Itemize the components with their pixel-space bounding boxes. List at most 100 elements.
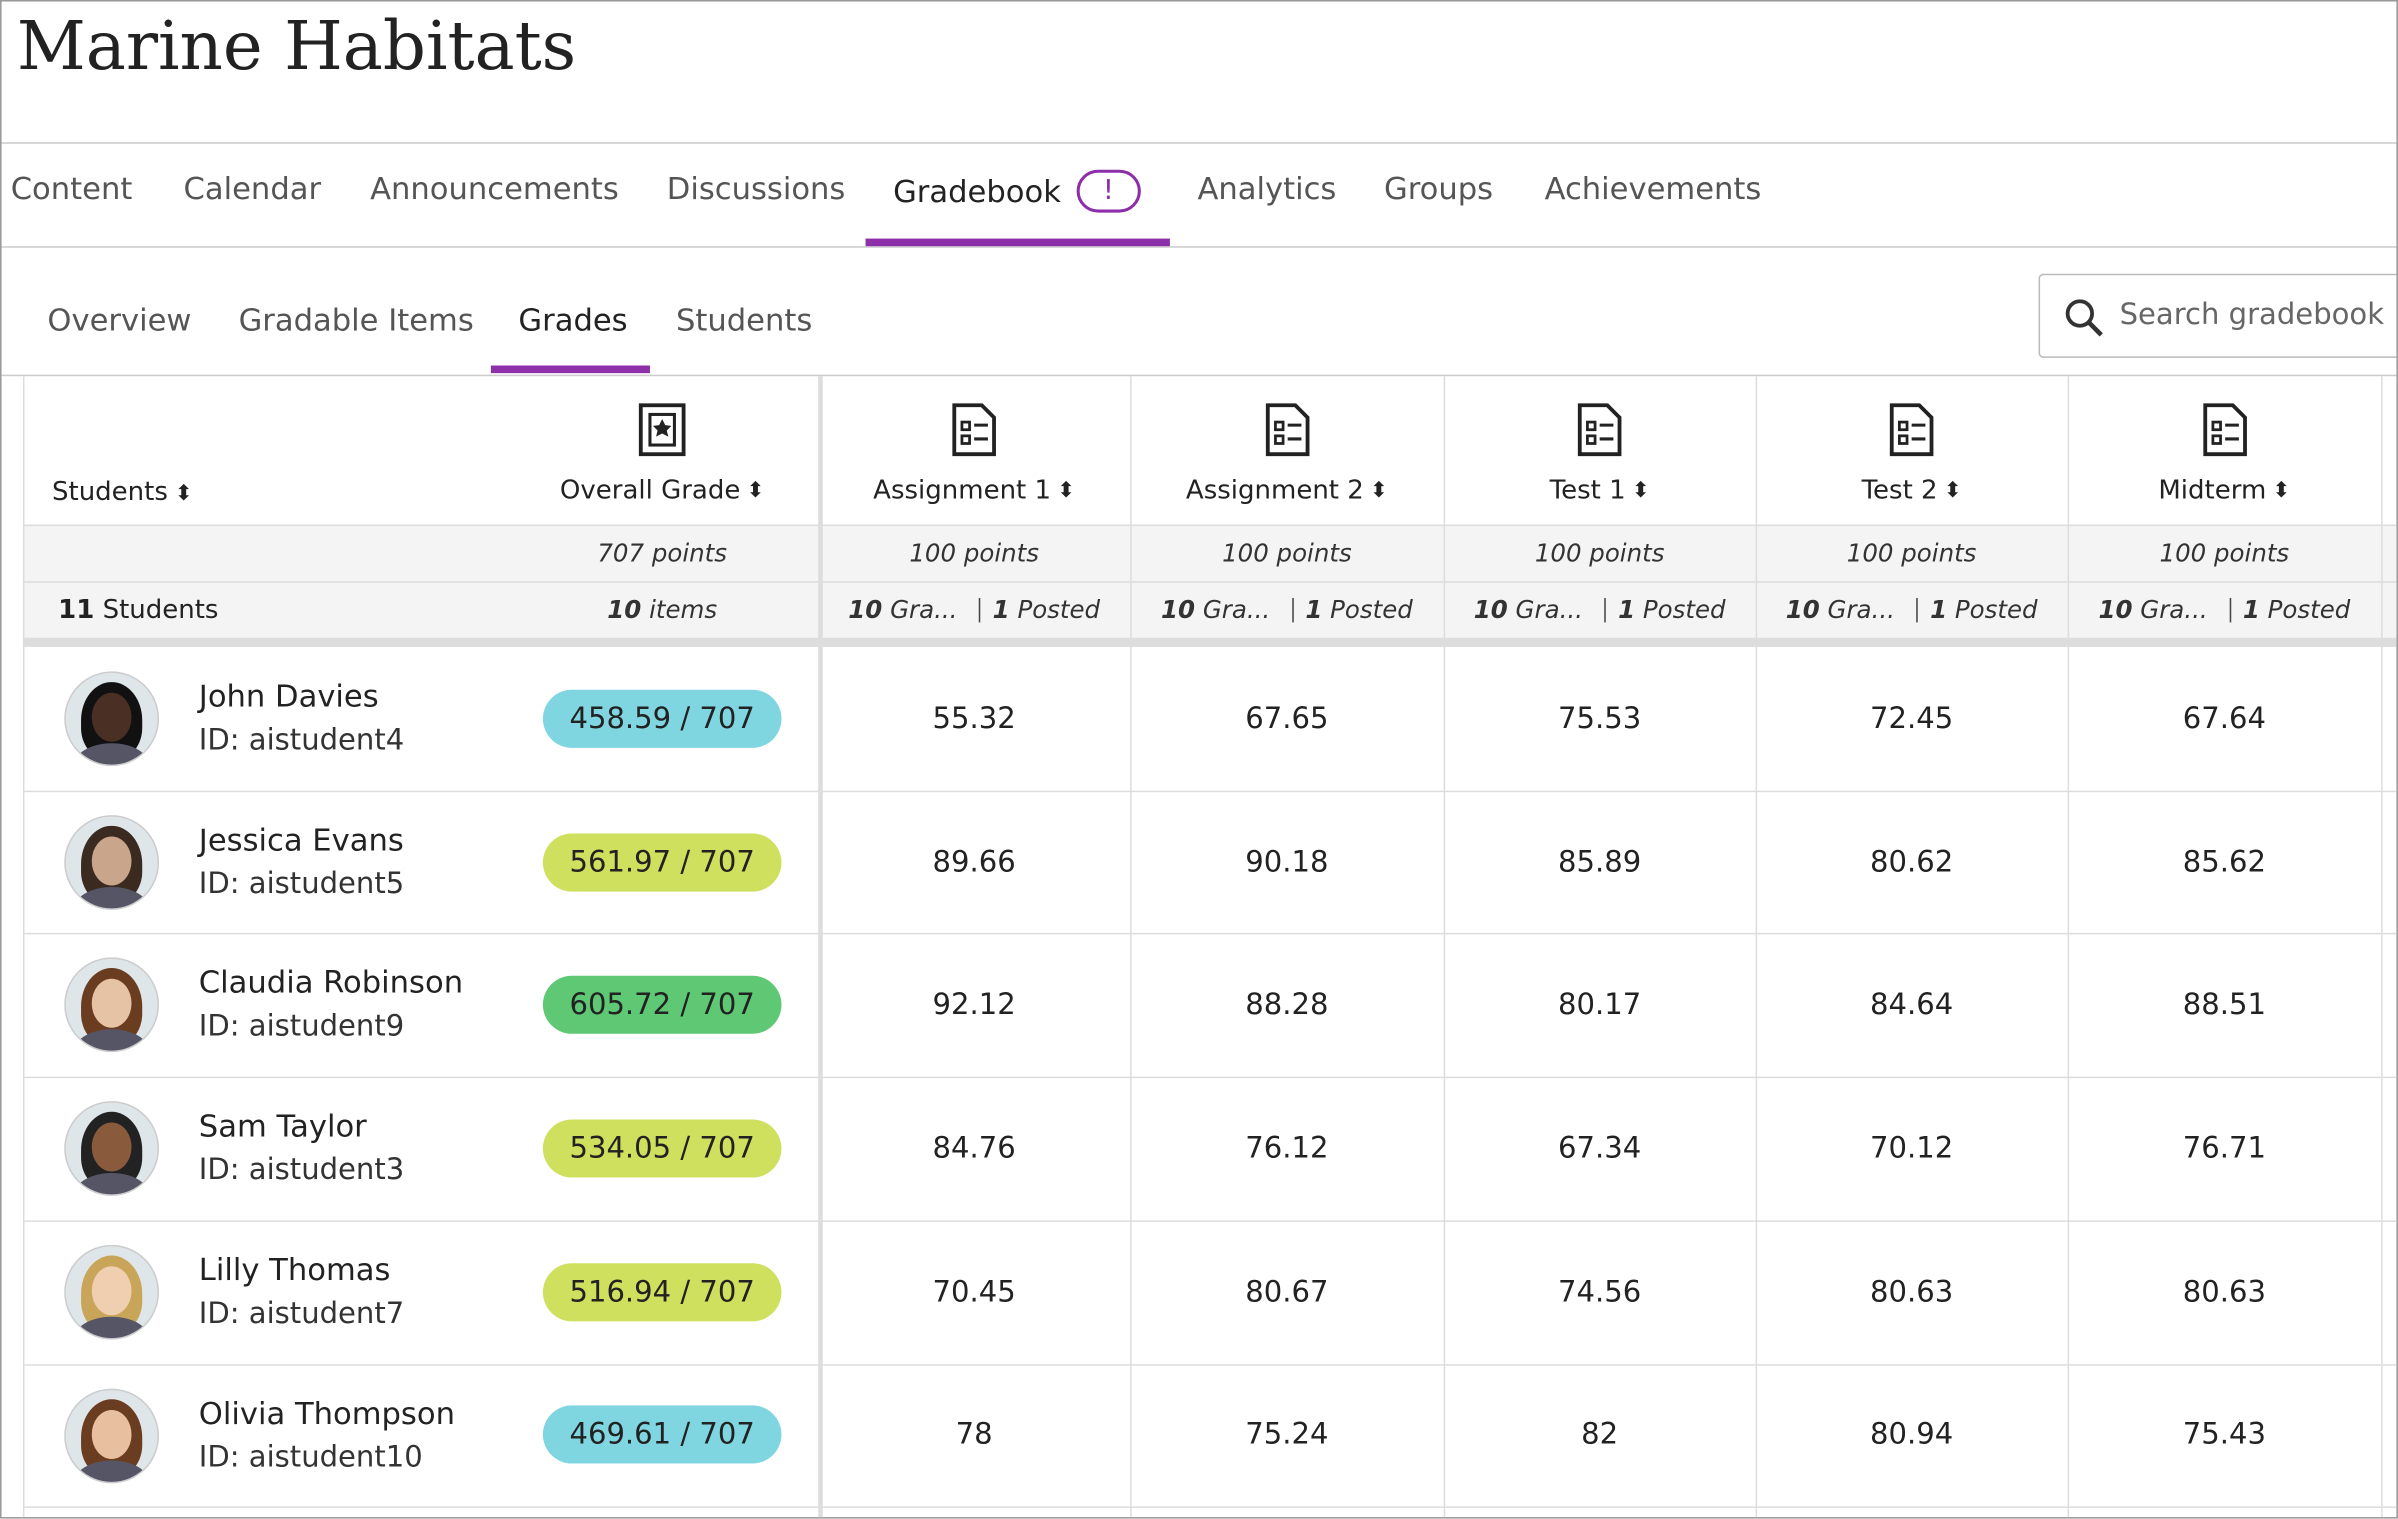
- overall-grade[interactable]: 534.05 / 707: [543, 1119, 781, 1178]
- student-id: ID: aistudent4: [198, 723, 405, 758]
- score: 67.64: [2182, 701, 2266, 736]
- student-name[interactable]: John Davies: [198, 677, 379, 715]
- score: 67.65: [1245, 701, 1329, 736]
- subnav-tab[interactable]: Overview: [47, 301, 192, 338]
- posted-count: 1: [1305, 594, 1323, 624]
- nav-tab[interactable]: Calendar: [184, 170, 322, 207]
- divider: [1, 142, 2397, 144]
- score: 70.45: [932, 1274, 1016, 1309]
- overall-cell: 534.05 / 707: [506, 1077, 818, 1220]
- avatar-face: [91, 1122, 132, 1172]
- score: 76.12: [1245, 1131, 1329, 1166]
- count: 11: [58, 594, 95, 626]
- nav-tab-label: Announcements: [370, 169, 619, 207]
- points-total: 100 points: [909, 538, 1039, 568]
- student-id: ID: aistudent10: [198, 1439, 423, 1474]
- avatar-face: [91, 1409, 132, 1459]
- column-header[interactable]: Assignment 2 ⬍: [1130, 460, 1444, 521]
- score: 74.56: [1558, 1274, 1642, 1309]
- sort-icon: ⬍: [1057, 478, 1076, 504]
- score: 78: [955, 1418, 993, 1452]
- overall-grade[interactable]: 561.97 / 707: [543, 832, 781, 891]
- grid-line: [22, 790, 2397, 792]
- search-icon: [2065, 299, 2103, 337]
- separator: [1291, 597, 1294, 622]
- overall-grade[interactable]: 458.59 / 707: [543, 689, 781, 748]
- student-name[interactable]: Claudia Robinson: [198, 964, 464, 1001]
- avatar-body: [73, 886, 150, 908]
- grid-line: [22, 524, 2397, 527]
- student-id: ID: aistudent9: [198, 1009, 405, 1044]
- item-count: 10 items: [506, 581, 818, 638]
- avatar: [64, 957, 160, 1053]
- sort-icon: ⬍: [746, 478, 765, 504]
- grid-line: [22, 1076, 2397, 1079]
- posted-label: Posted: [1642, 594, 1726, 624]
- nav-tab[interactable]: Gradebook!: [893, 169, 1141, 213]
- posted-label: Posted: [1330, 594, 1413, 624]
- divider: [1, 374, 2397, 377]
- student-name[interactable]: Lilly Thomas: [198, 1250, 391, 1288]
- graded-count: 10: [848, 594, 883, 624]
- column-header[interactable]: Students ⬍: [52, 477, 193, 508]
- nav-tab[interactable]: Discussions: [667, 170, 846, 207]
- nav-tab[interactable]: Analytics: [1197, 170, 1336, 207]
- avatar-body: [73, 1029, 150, 1052]
- score: 76.71: [2182, 1131, 2266, 1166]
- item-status: 10 Gra... 1 Posted: [1130, 581, 1444, 638]
- column-label: Overall Grade: [559, 475, 741, 507]
- overall-grade[interactable]: 469.61 / 707: [543, 1405, 781, 1465]
- student-id: ID: aistudent7: [198, 1296, 405, 1331]
- posted-count: 1: [1618, 594, 1636, 624]
- subnav-tab[interactable]: Grades: [518, 301, 628, 338]
- column-header[interactable]: Test 1 ⬍: [1444, 460, 1756, 521]
- overall-grade[interactable]: 516.94 / 707: [543, 1262, 781, 1321]
- item-status: 10 Gra... 1 Posted: [1756, 581, 2068, 638]
- student-id: ID: aistudent3: [198, 1153, 405, 1187]
- overall-cell: 469.61 / 707: [506, 1363, 818, 1506]
- subnav-tab[interactable]: Gradable Items: [238, 301, 474, 338]
- nav-tab[interactable]: Announcements: [370, 170, 619, 207]
- column-header[interactable]: Test 2 ⬍: [1756, 460, 2068, 521]
- score: 80.62: [1870, 844, 1954, 879]
- column-icon: [1577, 403, 1622, 457]
- separator: [2229, 597, 2231, 622]
- count-label: Students: [102, 594, 219, 626]
- nav-tab[interactable]: Groups: [1384, 170, 1493, 207]
- column-label: Midterm: [2158, 475, 2267, 507]
- grid-line: [22, 1363, 2397, 1365]
- sort-icon: ⬍: [1369, 478, 1388, 504]
- overall-cell: 605.72 / 707: [506, 933, 818, 1076]
- column-header[interactable]: Overall Grade ⬍: [506, 460, 818, 521]
- grid-line: [1755, 376, 1758, 1518]
- score: 55.32: [932, 701, 1016, 736]
- score: 88.28: [1245, 988, 1329, 1022]
- column-header[interactable]: Assignment 1 ⬍: [818, 460, 1130, 521]
- overall-grade[interactable]: 605.72 / 707: [543, 976, 781, 1035]
- avatar-body: [73, 1173, 150, 1195]
- score: 85.62: [2182, 844, 2266, 879]
- graded-label: Gra...: [2140, 594, 2208, 624]
- nav-tab[interactable]: Achievements: [1545, 170, 1762, 207]
- grid-line: [1443, 376, 1446, 1518]
- column-label: Test 2: [1861, 475, 1938, 507]
- student-name[interactable]: Sam Taylor: [198, 1107, 367, 1145]
- subnav-tab[interactable]: Students: [675, 301, 813, 338]
- student-name[interactable]: Olivia Thompson: [198, 1393, 455, 1431]
- score: 80.67: [1245, 1274, 1329, 1309]
- grid-line: [22, 1506, 2397, 1509]
- avatar: [64, 671, 160, 767]
- column-header[interactable]: Midterm ⬍: [2068, 460, 2382, 521]
- search-box[interactable]: Search gradebook: [2038, 273, 2397, 358]
- posted-count: 1: [2242, 594, 2260, 624]
- overall-cell: 561.97 / 707: [506, 790, 818, 933]
- student-name[interactable]: Jessica Evans: [198, 820, 404, 858]
- score: 67.34: [1558, 1131, 1642, 1166]
- nav-tab[interactable]: Content: [11, 170, 133, 207]
- graded-count: 10: [1160, 594, 1196, 624]
- score: 80.63: [1870, 1274, 1954, 1309]
- column-label: Assignment 1: [873, 475, 1052, 507]
- score: 90.18: [1245, 844, 1329, 879]
- active-subtab-indicator: [490, 365, 650, 374]
- score: 80.17: [1558, 988, 1642, 1022]
